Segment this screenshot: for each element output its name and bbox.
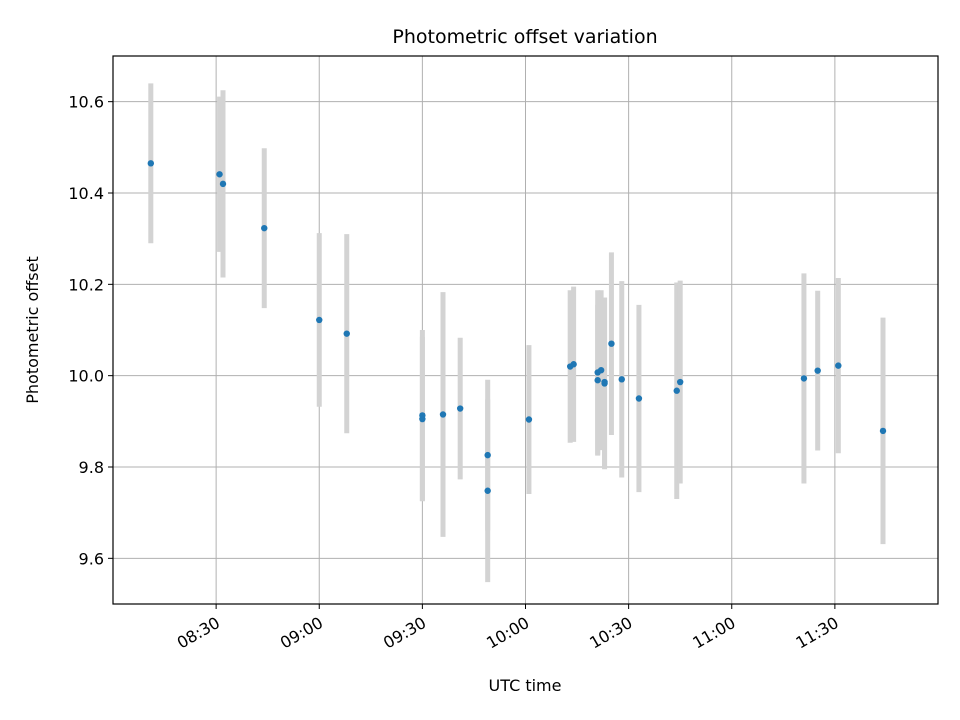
y-tick-label: 9.8 <box>79 458 104 477</box>
data-point <box>439 411 447 418</box>
data-point <box>879 427 887 435</box>
data-points <box>147 160 887 494</box>
x-axis-label: UTC time <box>489 676 562 695</box>
data-point <box>570 361 577 368</box>
data-point <box>456 405 464 412</box>
x-tick-label: 09:30 <box>380 613 429 653</box>
data-point <box>608 340 615 347</box>
chart-title: Photometric offset variation <box>392 26 657 48</box>
data-point <box>594 377 601 384</box>
data-point <box>635 395 643 402</box>
data-point <box>261 224 268 232</box>
data-point <box>216 171 223 178</box>
data-point <box>484 487 491 494</box>
y-axis-ticks: 9.6 9.8 10.0 10.2 10.4 10.6 <box>68 93 113 568</box>
y-tick-label: 10.2 <box>68 275 104 294</box>
x-axis-ticks: 08:30 09:00 09:30 10:00 10:30 11:00 11:30 <box>174 604 842 653</box>
x-tick-label: 08:30 <box>174 613 223 653</box>
data-point <box>219 180 227 188</box>
data-point <box>800 375 808 382</box>
data-point <box>618 376 625 383</box>
data-point <box>835 362 842 369</box>
data-point <box>673 387 680 394</box>
data-point <box>419 415 426 423</box>
errorbars <box>148 83 886 583</box>
y-tick-label: 10.4 <box>68 184 104 203</box>
x-tick-label: 11:30 <box>792 613 841 653</box>
data-point <box>316 316 323 324</box>
data-point <box>147 160 155 167</box>
y-tick-label: 10.0 <box>68 367 104 386</box>
x-tick-label: 11:00 <box>689 613 738 653</box>
data-point <box>597 366 605 374</box>
y-axis-label: Photometric offset <box>23 256 42 404</box>
data-point <box>676 378 684 386</box>
x-tick-label: 09:00 <box>277 613 326 653</box>
data-point <box>601 378 608 386</box>
data-point <box>484 451 491 459</box>
x-tick-label: 10:30 <box>586 613 635 653</box>
y-tick-label: 10.6 <box>68 93 104 112</box>
grid <box>113 56 938 604</box>
data-point <box>525 416 533 423</box>
x-tick-label: 10:00 <box>483 613 532 653</box>
data-point <box>814 367 821 374</box>
y-tick-label: 9.6 <box>79 549 104 568</box>
data-point <box>343 330 350 337</box>
